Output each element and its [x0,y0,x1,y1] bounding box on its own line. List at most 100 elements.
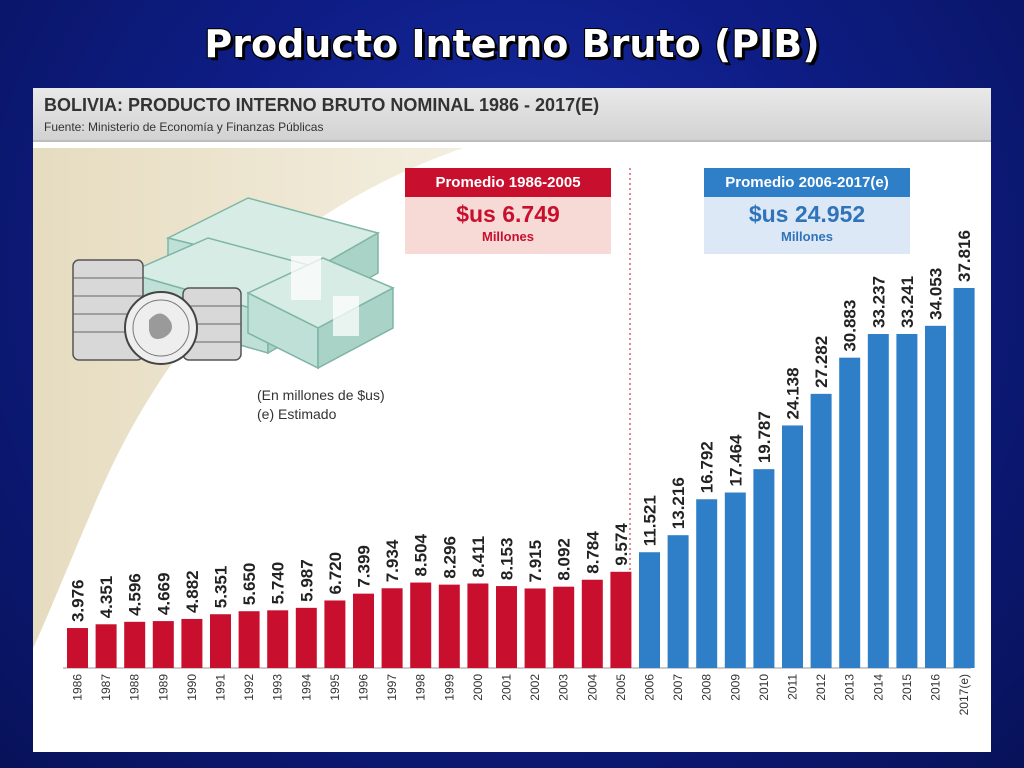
year-tick-label: 2007 [671,674,685,701]
bar-2012 [810,393,832,668]
chart-header: BOLIVIA: PRODUCTO INTERNO BRUTO NOMINAL … [33,88,991,142]
units-note-line: (En millones de $us) [257,387,385,403]
bar-1987 [95,624,117,668]
value-label: 5.987 [297,559,316,602]
year-tick-label: 2017(e) [957,674,971,715]
bar-1999 [438,584,460,668]
year-tick-label: 2015 [900,674,914,701]
value-label: 4.882 [183,570,202,613]
year-tick-label: 1997 [385,674,399,701]
year-tick-label: 2001 [500,674,514,701]
bar-2013 [839,357,861,668]
bar-2010 [753,469,775,668]
value-label: 7.934 [383,539,402,582]
value-label: 6.720 [326,552,345,595]
bar-2005 [610,571,632,668]
value-label: 5.351 [212,566,231,609]
bar-2015 [896,333,918,668]
bar-1988 [124,621,146,668]
average-unit: Millones [780,229,833,244]
year-tick-label: 2003 [557,674,571,701]
value-label: 4.596 [126,573,145,616]
bar-2004 [581,579,603,668]
year-tick-label: 2012 [814,674,828,701]
bar-2008 [696,499,718,668]
bar-2014 [867,334,889,668]
value-label: 8.411 [469,536,488,578]
bar-2002 [524,588,546,668]
bar-1986 [67,628,88,668]
value-label: 3.976 [69,579,88,622]
value-label: 5.650 [240,563,259,606]
bar-1995 [324,600,346,668]
value-label: 11.521 [641,495,660,546]
year-tick-label: 1999 [442,674,456,701]
average-value: $us 6.749 [456,201,560,227]
bar-1997 [381,588,403,668]
value-label: 33.241 [898,276,917,328]
slide-title: Producto Interno Bruto (PIB) [204,22,820,66]
year-tick-label: 2014 [871,674,885,701]
estimate-note-line: (e) Estimado [257,406,337,422]
year-tick-label: 2010 [757,674,771,701]
value-label: 8.784 [583,531,602,574]
bar-1998 [410,582,432,668]
bar-1992 [238,611,260,668]
bar-1994 [295,607,317,668]
bar-1991 [210,614,231,668]
year-tick-label: 1992 [242,674,256,701]
year-tick-label: 2004 [585,674,599,701]
year-tick-label: 1993 [271,674,285,701]
value-label: 34.053 [927,268,946,320]
year-tick-label: 1989 [156,674,170,701]
average-label: Promedio 2006-2017(e) [704,168,910,197]
value-label: 4.669 [154,573,173,616]
year-tick-label: 2000 [471,674,485,701]
year-tick-label: 1987 [99,674,113,701]
value-label: 8.153 [498,538,517,581]
value-label: 16.792 [698,441,717,493]
year-tick-label: 2011 [786,674,800,700]
average-label: Promedio 1986-2005 [405,168,611,197]
year-tick-label: 2013 [843,674,857,701]
year-tick-label: 1988 [128,674,142,701]
year-tick-label: 2006 [643,674,657,701]
year-tick-label: 1994 [299,674,313,701]
chart-panel: 3.976 1986 4.351 1987 4.596 1988 4.669 1989 4.88… [33,88,991,752]
bar-1993 [267,610,289,668]
bar-1990 [181,618,203,668]
value-label: 5.740 [269,562,288,605]
bar-2007 [667,535,689,668]
year-tick-label: 1991 [214,674,228,701]
gdp-bar-chart: 3.976 1986 4.351 1987 4.596 1988 4.669 1989 4.88… [33,148,975,715]
year-tick-label: 1986 [71,674,85,701]
value-label: 7.399 [355,545,374,588]
value-label: 37.816 [955,230,974,282]
value-label: 8.296 [440,536,459,579]
year-tick-label: 1990 [185,674,199,701]
average-unit: Millones [481,229,534,244]
value-label: 30.883 [841,300,860,352]
value-label: 24.138 [784,367,803,419]
chart-title: BOLIVIA: PRODUCTO INTERNO BRUTO NOMINAL … [44,95,600,115]
units-note: (En millones de $us) (e) Estimado [257,386,385,424]
average-box-2006-2017: Promedio 2006-2017(e) $us 24.952 Millone… [704,168,910,254]
coin-stack-icon [72,259,242,365]
bar-2001 [496,586,517,668]
value-label: 27.282 [812,336,831,388]
chart-source: Fuente: Ministerio de Economía y Finanza… [44,120,324,134]
year-tick-label: 1998 [414,674,428,701]
bar-1989 [152,621,174,668]
year-tick-label: 2009 [728,674,742,701]
bar-2016 [925,325,946,668]
value-label: 8.504 [412,533,431,576]
bar-2011 [782,425,803,668]
value-label: 4.351 [97,576,116,619]
value-label: 17.464 [726,434,745,487]
average-value: $us 24.952 [748,201,866,227]
bar-2003 [553,586,575,668]
value-label: 9.574 [612,523,631,566]
bar-2006 [639,552,660,668]
value-label: 13.216 [669,477,688,529]
average-box-1986-2005: Promedio 1986-2005 $us 6.749 Millones [405,168,611,254]
